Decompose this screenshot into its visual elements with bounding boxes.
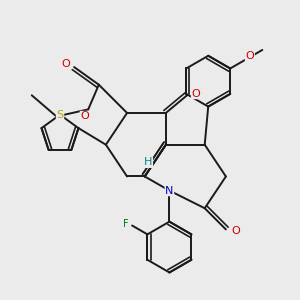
Text: O: O — [191, 88, 200, 98]
Text: O: O — [61, 59, 70, 69]
Text: F: F — [123, 219, 129, 229]
Text: O: O — [245, 51, 254, 61]
Text: O: O — [80, 112, 89, 122]
Text: O: O — [231, 226, 240, 236]
Text: N: N — [165, 186, 174, 196]
Text: S: S — [56, 110, 64, 120]
Text: H: H — [144, 158, 152, 167]
